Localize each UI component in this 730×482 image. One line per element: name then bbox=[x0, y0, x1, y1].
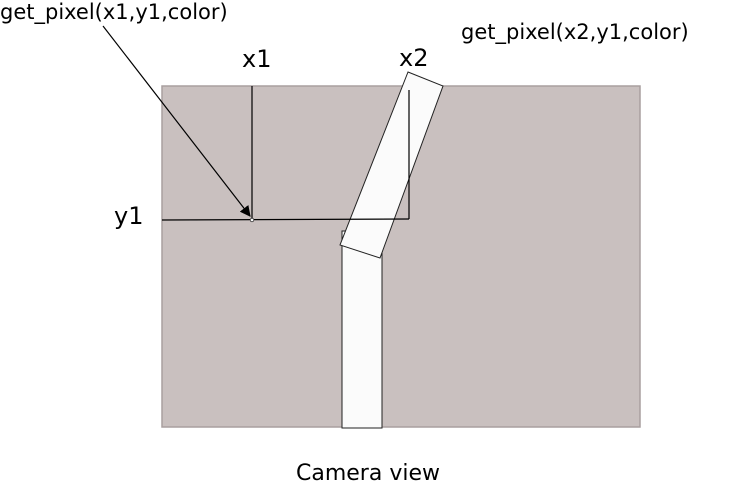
x1-label: x1 bbox=[242, 45, 271, 73]
call-label-left: get_pixel(x1,y1,color) bbox=[0, 0, 228, 25]
call-arrow bbox=[102, 25, 251, 217]
track-strip-upper bbox=[339, 71, 444, 259]
track-strip-lower bbox=[341, 230, 383, 429]
caption: Camera view bbox=[296, 461, 440, 482]
sample-point-x1-y1 bbox=[249, 217, 255, 223]
y1-guide-line bbox=[161, 218, 410, 221]
x2-label: x2 bbox=[399, 44, 428, 72]
call-label-right: get_pixel(x2,y1,color) bbox=[461, 20, 689, 45]
y1-label: y1 bbox=[114, 202, 143, 230]
